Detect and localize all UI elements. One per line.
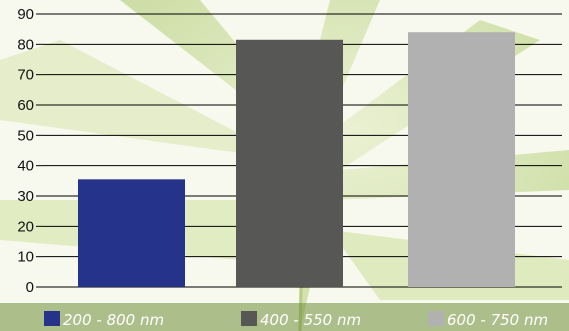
y-axis-ticks: 0 10 20 30 40 50 60 70 80 90	[17, 6, 44, 296]
bar-1	[78, 179, 185, 287]
legend-background	[0, 303, 569, 331]
legend-label-2: 400 - 550 nm	[260, 311, 361, 329]
bars	[78, 32, 515, 288]
y-tick-label: 30	[17, 188, 34, 205]
legend-swatch-2	[241, 311, 257, 326]
y-tick-label: 40	[17, 158, 34, 175]
y-tick-label: 50	[17, 127, 34, 144]
y-tick-label: 10	[17, 249, 34, 266]
legend-swatch-1	[44, 311, 60, 326]
y-tick-label: 80	[17, 36, 34, 53]
legend-swatch-3	[428, 311, 444, 326]
y-tick-label: 70	[17, 67, 34, 84]
y-tick-label: 90	[17, 6, 34, 23]
bar-3	[408, 32, 515, 288]
legend: 200 - 800 nm 400 - 550 nm 600 - 750 nm	[0, 303, 569, 331]
y-tick-label: 0	[26, 279, 34, 296]
y-tick-label: 60	[17, 97, 34, 114]
bar-2	[236, 39, 343, 288]
legend-label-1: 200 - 800 nm	[63, 311, 164, 329]
legend-label-3: 600 - 750 nm	[447, 311, 548, 329]
y-tick-label: 20	[17, 218, 34, 235]
